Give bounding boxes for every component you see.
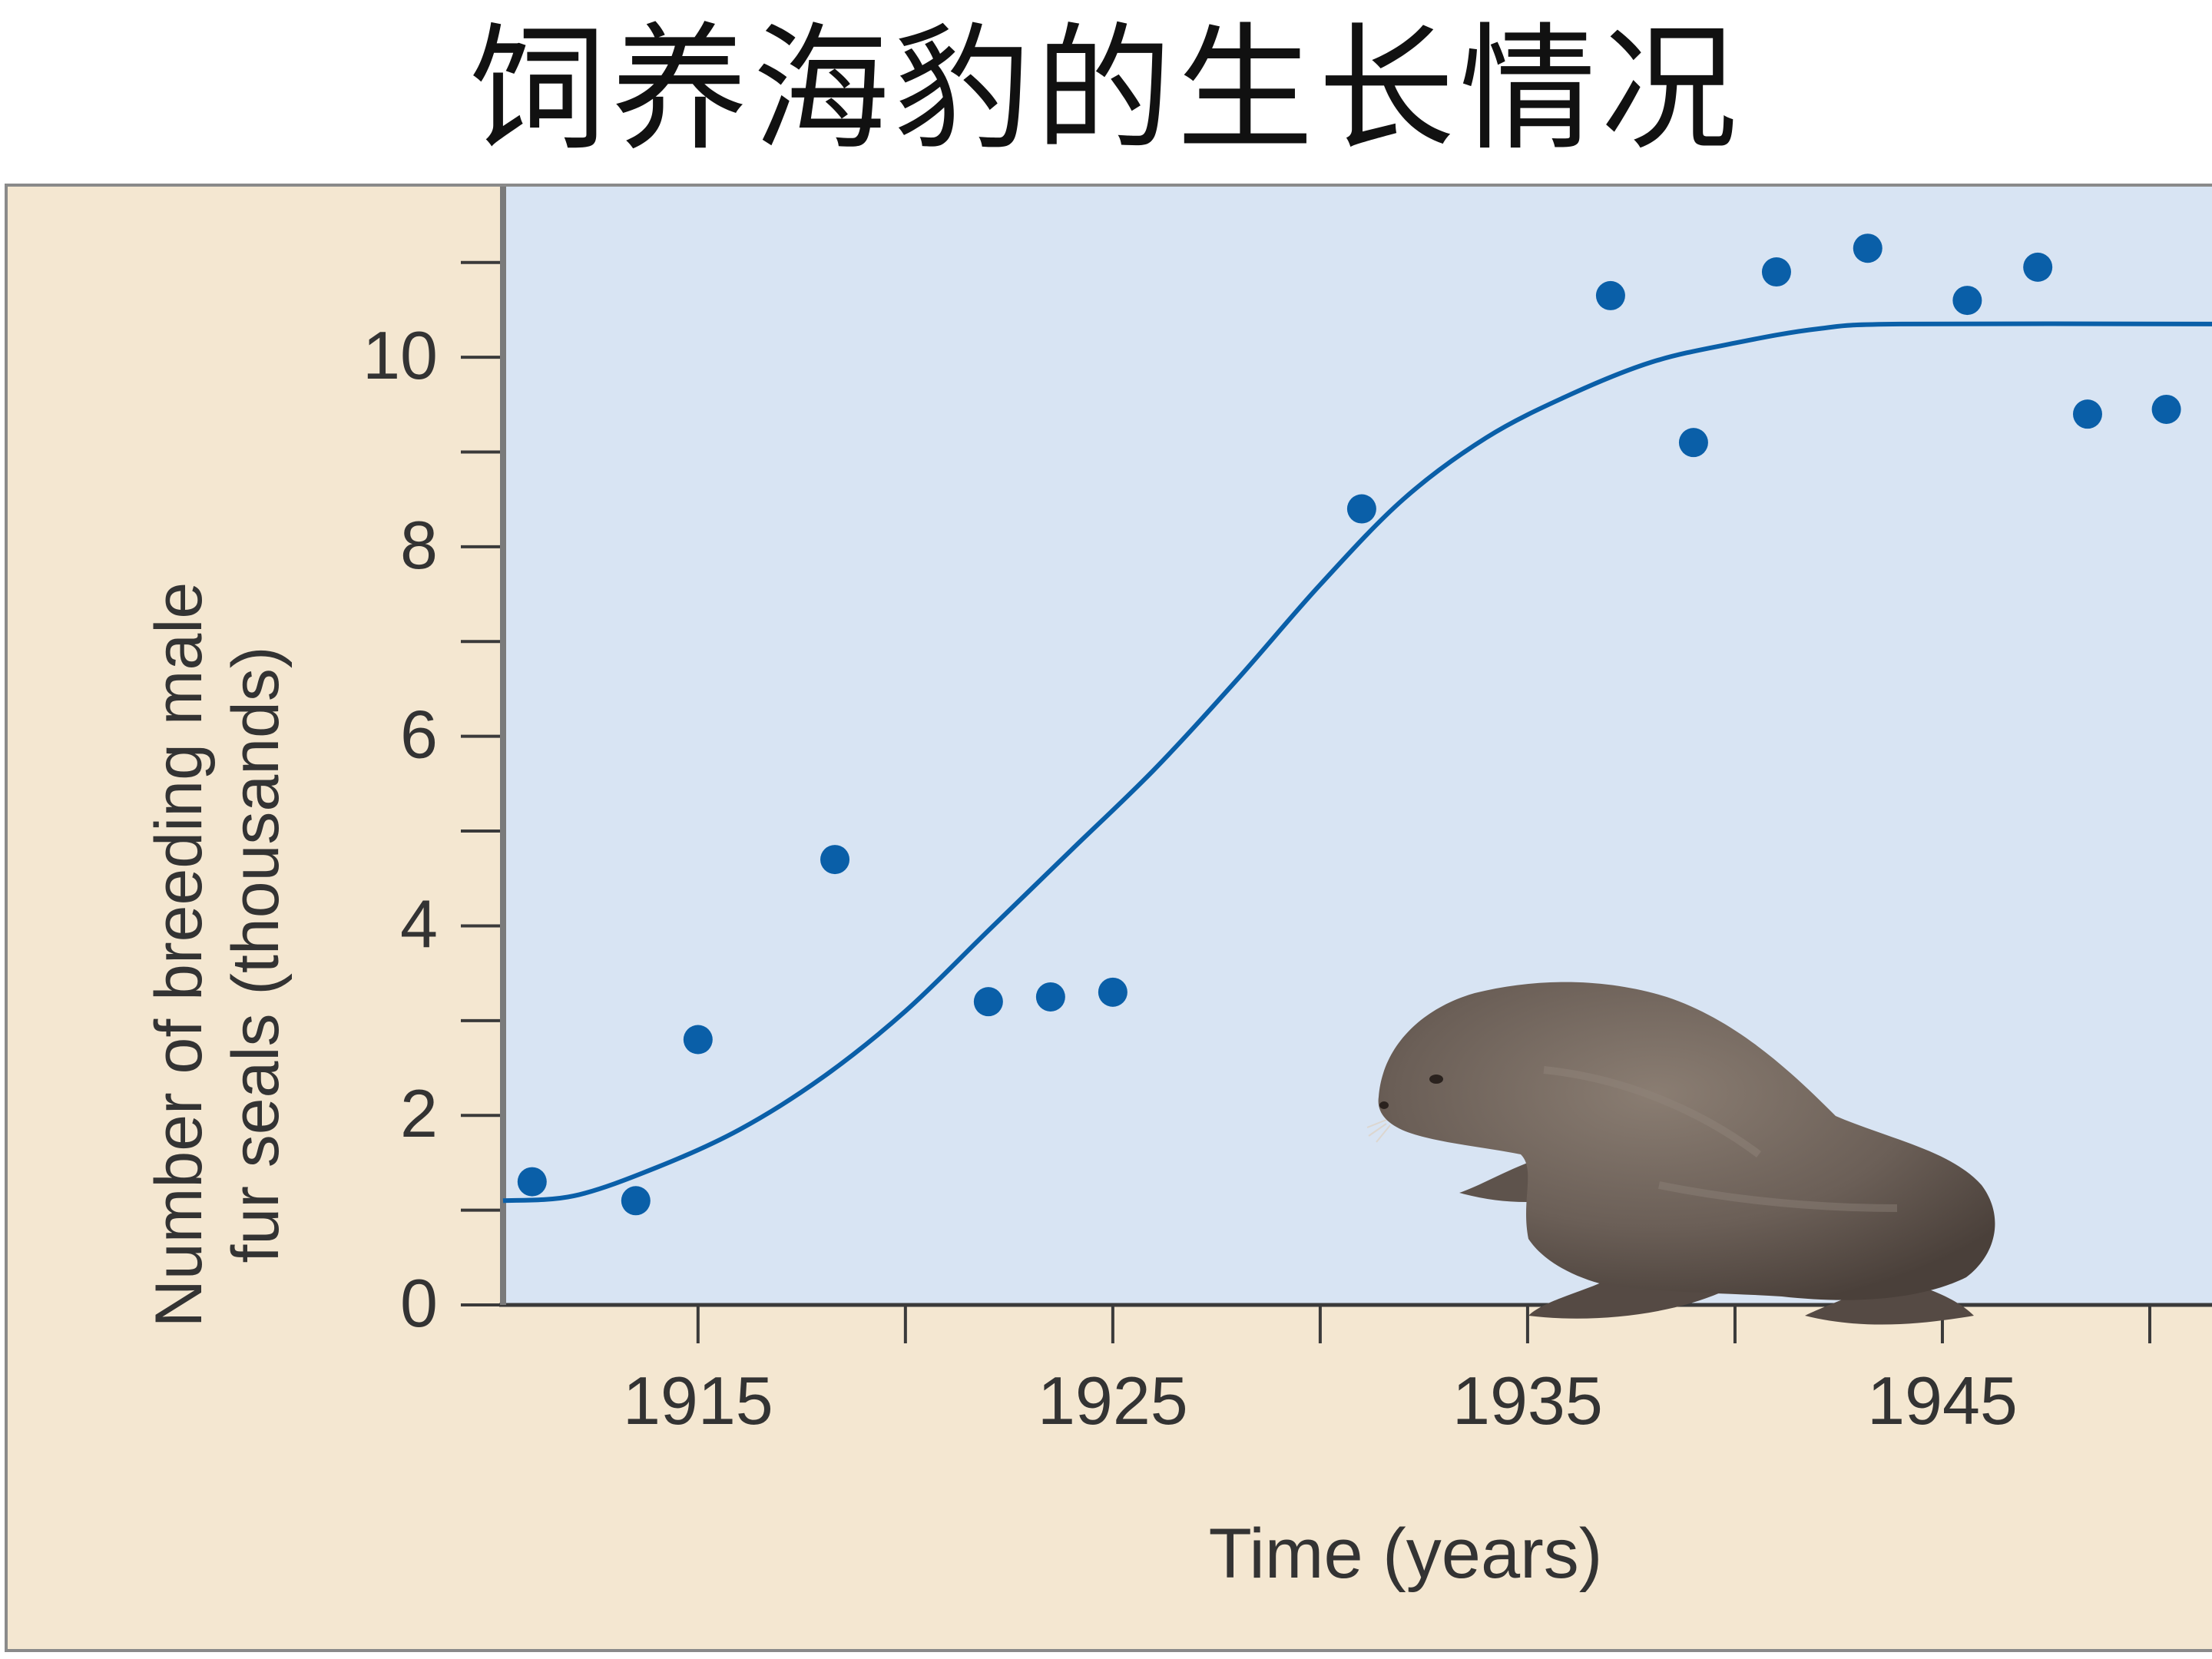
data-point [621,1186,651,1216]
x-tick-label: 1915 [623,1363,773,1439]
y-tick-label: 0 [400,1265,438,1341]
y-tick-label: 2 [400,1075,438,1151]
data-point [683,1025,713,1055]
trend-curve [502,321,2212,1204]
data-point [1035,982,1065,1012]
plot-area [503,187,2212,1305]
x-tick-label: 1925 [1038,1363,1188,1439]
data-point [1346,494,1376,524]
y-axis-label-line-1: Number of breeding male [142,582,216,1327]
tick-labels: 0 2 4 6 8 10 1915 1925 1935 1945 [363,317,2018,1439]
data-point [2072,399,2102,429]
data-point [2151,394,2181,424]
data-point [2023,252,2053,282]
chart: 0 2 4 6 8 10 1915 1925 1935 1945 Time (years) Num… [142,187,2212,1593]
fur-seal-illustration [1366,982,1995,1325]
x-tick-label: 1945 [1867,1363,2018,1439]
y-tick-label: 8 [400,507,438,583]
y-axis-label-line-2: fur seals (thousands) [219,646,293,1263]
data-point [1678,428,1708,458]
data-point [1761,257,1791,287]
y-tick-label: 4 [400,886,438,962]
data-point [1853,233,1883,263]
axis-ticks [461,260,2151,1343]
y-tick-label: 10 [363,317,438,393]
y-axis-label: Number of breeding male fur seals (thous… [142,582,293,1327]
data-point [1595,280,1625,310]
page-title: 饲养海豹的生长情况 [470,10,1742,169]
data-point [820,845,850,875]
y-tick-label: 6 [400,697,438,773]
data-points [517,233,2181,1216]
data-point [973,987,1003,1017]
data-point [1952,286,1982,316]
data-point [517,1167,547,1197]
chart-panel: 0 2 4 6 8 10 1915 1925 1935 1945 Time (years) Num… [5,184,2212,1652]
data-point [1098,977,1128,1007]
x-axis-label: Time (years) [1209,1515,1603,1593]
x-tick-label: 1935 [1452,1363,1603,1439]
